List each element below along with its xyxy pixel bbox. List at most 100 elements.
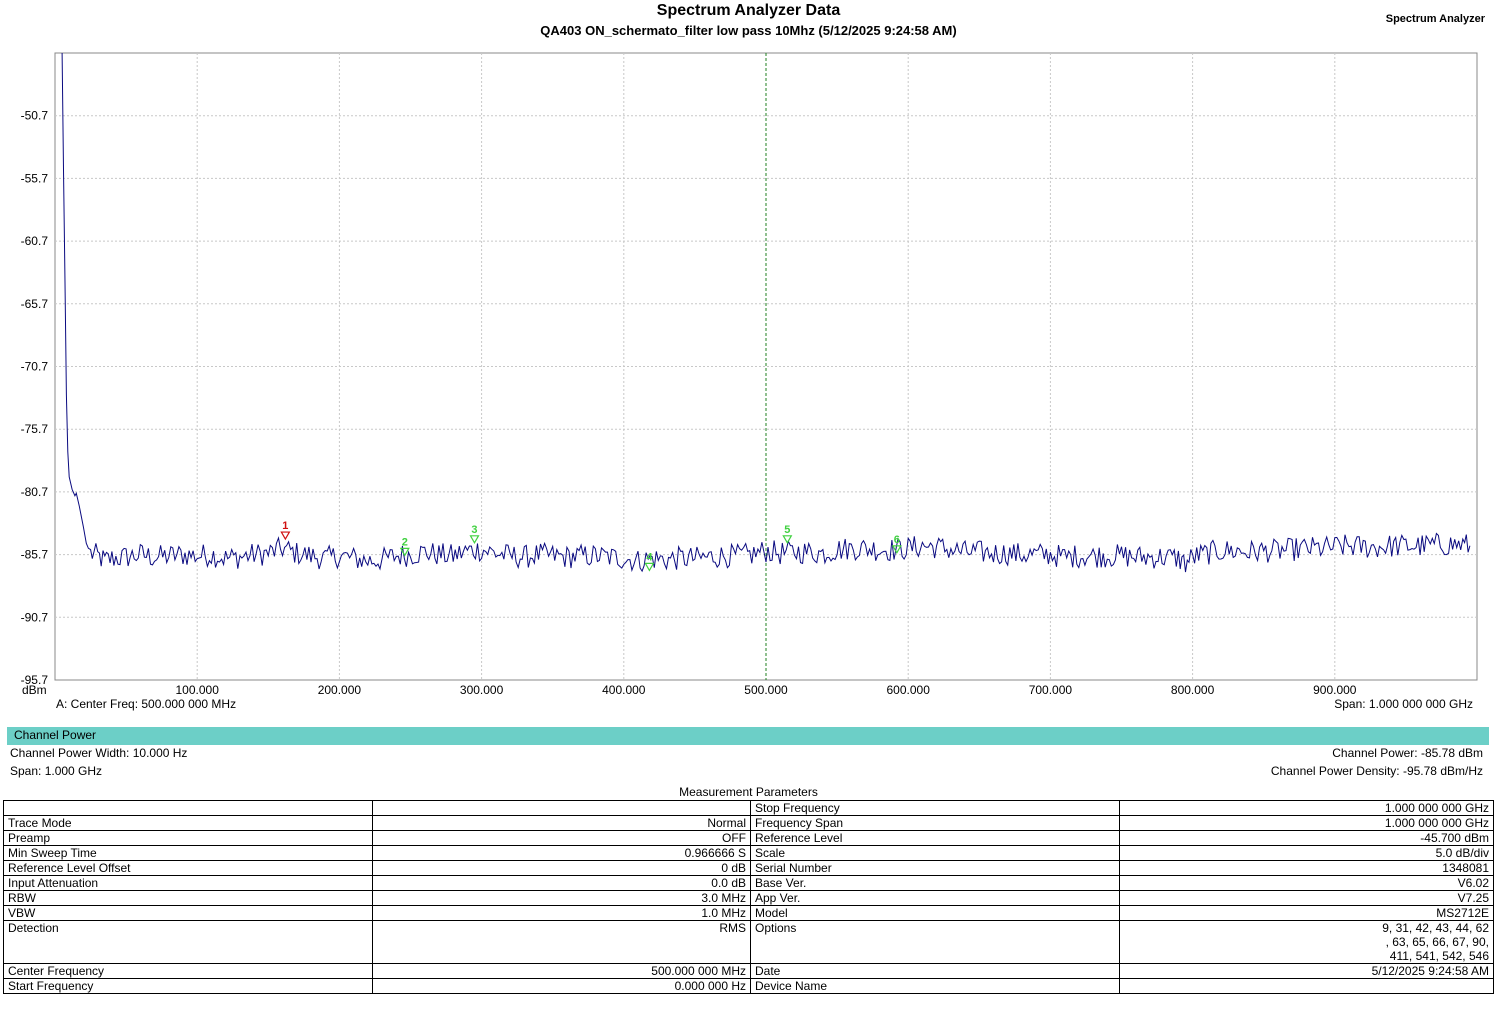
marker-4-triangle[interactable] [644, 562, 655, 572]
channel-power-value: Channel Power: -85.78 dBm [1332, 746, 1483, 760]
x-tick-label: 400.000 [602, 683, 646, 697]
measurement-cell: 0.966666 S [371, 845, 752, 861]
channel-span: Span: 1.000 GHz [10, 764, 103, 778]
measurement-cell: 1.000 000 000 GHz [1118, 815, 1495, 831]
marker-1-label: 1 [282, 520, 288, 532]
measurement-cell: Trace Mode [3, 815, 373, 831]
x-tick-label: 200.000 [318, 683, 362, 697]
measurement-cell: V7.25 [1118, 890, 1495, 906]
measurement-cell: Normal [371, 815, 752, 831]
measurement-cell: OFF [371, 830, 752, 846]
spectrum-trace [61, 52, 1471, 573]
y-tick-label: -80.7 [21, 485, 49, 499]
measurement-cell: 1.000 000 000 GHz [1118, 800, 1495, 816]
marker-4-label: 4 [646, 551, 653, 563]
marker-6-triangle[interactable] [891, 545, 902, 555]
measurement-row: Input Attenuation 0.0 dB Base Ver. V6.02 [3, 875, 1495, 891]
span-label: Span: 1.000 000 000 GHz [1334, 697, 1473, 711]
y-tick-label: -70.7 [21, 360, 49, 374]
channel-power-header: Channel Power [7, 727, 1489, 745]
measurement-cell: -45.700 dBm [1118, 830, 1495, 846]
measurement-cell: Frequency Span [750, 815, 1120, 831]
measurement-cell: Center Frequency [3, 963, 373, 979]
x-tick-label: 900.000 [1313, 683, 1357, 697]
y-axis-ticks: -50.7 -55.7 -60.7 -65.7 -70.7 -75.7 -80.7 -85.7… [21, 109, 49, 687]
measurement-cell: Reference Level [750, 830, 1120, 846]
y-tick-label: -65.7 [21, 297, 49, 311]
y-tick-label: -90.7 [21, 610, 49, 624]
measurement-cell [371, 800, 752, 816]
measurement-cell: Options [750, 920, 1120, 964]
measurement-row: Detection RMS Options 9, 31, 42, 43, 44, 62… [3, 920, 1495, 964]
measurement-parameters-table: Stop Frequency 1.000 000 000 GHz Trace Mod… [3, 800, 1495, 994]
channel-power-width: Channel Power Width: 10.000 Hz [10, 746, 188, 760]
center-frequency-label: A: Center Freq: 500.000 000 MHz [56, 697, 237, 711]
measurement-cell: RBW [3, 890, 373, 906]
channel-power-header-label: Channel Power [14, 728, 97, 742]
channel-power-density: Channel Power Density: -95.78 dBm/Hz [1270, 764, 1483, 778]
measurement-cell: Reference Level Offset [3, 860, 373, 876]
measurement-row: VBW 1.0 MHz Model MS2712E [3, 905, 1495, 921]
measurement-row: Trace Mode Normal Frequency Span 1.000 000 … [3, 815, 1495, 831]
x-tick-label: 300.000 [460, 683, 504, 697]
marker-2-label: 2 [402, 536, 408, 548]
y-tick-label: -95.7 [21, 673, 49, 687]
measurement-cell [1118, 978, 1495, 994]
x-tick-label: 800.000 [1171, 683, 1215, 697]
measurement-cell: Min Sweep Time [3, 845, 373, 861]
marker-group: 1 2 3 4 5 6 [280, 520, 902, 572]
y-axis-unit-label: dBm [22, 683, 47, 697]
measurement-cell: 9, 31, 42, 43, 44, 62 , 63, 65, 66, 67, … [1118, 920, 1495, 964]
measurement-cell: 500.000 000 MHz [371, 963, 752, 979]
measurement-row: Start Frequency 0.000 000 Hz Device Name [3, 978, 1495, 994]
measurement-row: RBW 3.0 MHz App Ver. V7.25 [3, 890, 1495, 906]
measurement-row: Preamp OFF Reference Level -45.700 dBm [3, 830, 1495, 846]
measurement-cell: Serial Number [750, 860, 1120, 876]
brand-label: Spectrum Analyzer [1385, 13, 1485, 25]
trace-group [61, 52, 1471, 573]
measurement-cell: Start Frequency [3, 978, 373, 994]
chart-grid [54, 52, 1478, 681]
spectrum-chart: -50.7 -55.7 -60.7 -65.7 -70.7 -75.7 -80.7 -85.7… [21, 52, 1478, 697]
measurement-cell: Input Attenuation [3, 875, 373, 891]
y-tick-label: -75.7 [21, 422, 49, 436]
x-axis-ticks: 100.000 200.000 300.000 400.000 500.000 600.0… [176, 683, 1357, 697]
measurement-cell: 1348081 [1118, 860, 1495, 876]
marker-2-triangle[interactable] [399, 547, 410, 557]
x-tick-label: 100.000 [176, 683, 220, 697]
measurement-row: Center Frequency 500.000 000 MHz Date 5/12/… [3, 963, 1495, 979]
measurement-cell: Model [750, 905, 1120, 921]
measurement-cell: 0 dB [371, 860, 752, 876]
x-tick-label: 600.000 [887, 683, 931, 697]
measurement-parameters-title: Measurement Parameters [679, 785, 818, 799]
measurement-cell: Detection [3, 920, 373, 964]
chart-subtitle: QA403 ON_schermato_filter low pass 10Mhz… [540, 23, 957, 38]
measurement-row: Reference Level Offset 0 dB Serial Number 1… [3, 860, 1495, 876]
marker-1-triangle[interactable] [280, 531, 291, 541]
measurement-row: Min Sweep Time 0.966666 S Scale 5.0 dB/div [3, 845, 1495, 861]
measurement-cell: 0.000 000 Hz [371, 978, 752, 994]
chart-title: Spectrum Analyzer Data [656, 2, 841, 19]
x-tick-label: 700.000 [1029, 683, 1073, 697]
measurement-cell: VBW [3, 905, 373, 921]
marker-3-triangle[interactable] [469, 535, 480, 545]
measurement-cell [3, 800, 373, 816]
measurement-cell: V6.02 [1118, 875, 1495, 891]
measurement-cell: 1.0 MHz [371, 905, 752, 921]
y-tick-label: -55.7 [21, 171, 49, 185]
marker-5-triangle[interactable] [782, 535, 793, 545]
y-tick-label: -50.7 [21, 109, 49, 123]
marker-5-label: 5 [784, 524, 790, 536]
measurement-cell: RMS [371, 920, 752, 964]
x-tick-label: 500.000 [744, 683, 788, 697]
measurement-cell: 5/12/2025 9:24:58 AM [1118, 963, 1495, 979]
measurement-cell: Scale [750, 845, 1120, 861]
measurement-cell: Preamp [3, 830, 373, 846]
measurement-cell: Base Ver. [750, 875, 1120, 891]
measurement-cell: Date [750, 963, 1120, 979]
y-tick-label: -60.7 [21, 234, 49, 248]
measurement-row: Stop Frequency 1.000 000 000 GHz [3, 800, 1495, 816]
measurement-cell: MS2712E [1118, 905, 1495, 921]
measurement-cell: 3.0 MHz [371, 890, 752, 906]
measurement-cell: 5.0 dB/div [1118, 845, 1495, 861]
